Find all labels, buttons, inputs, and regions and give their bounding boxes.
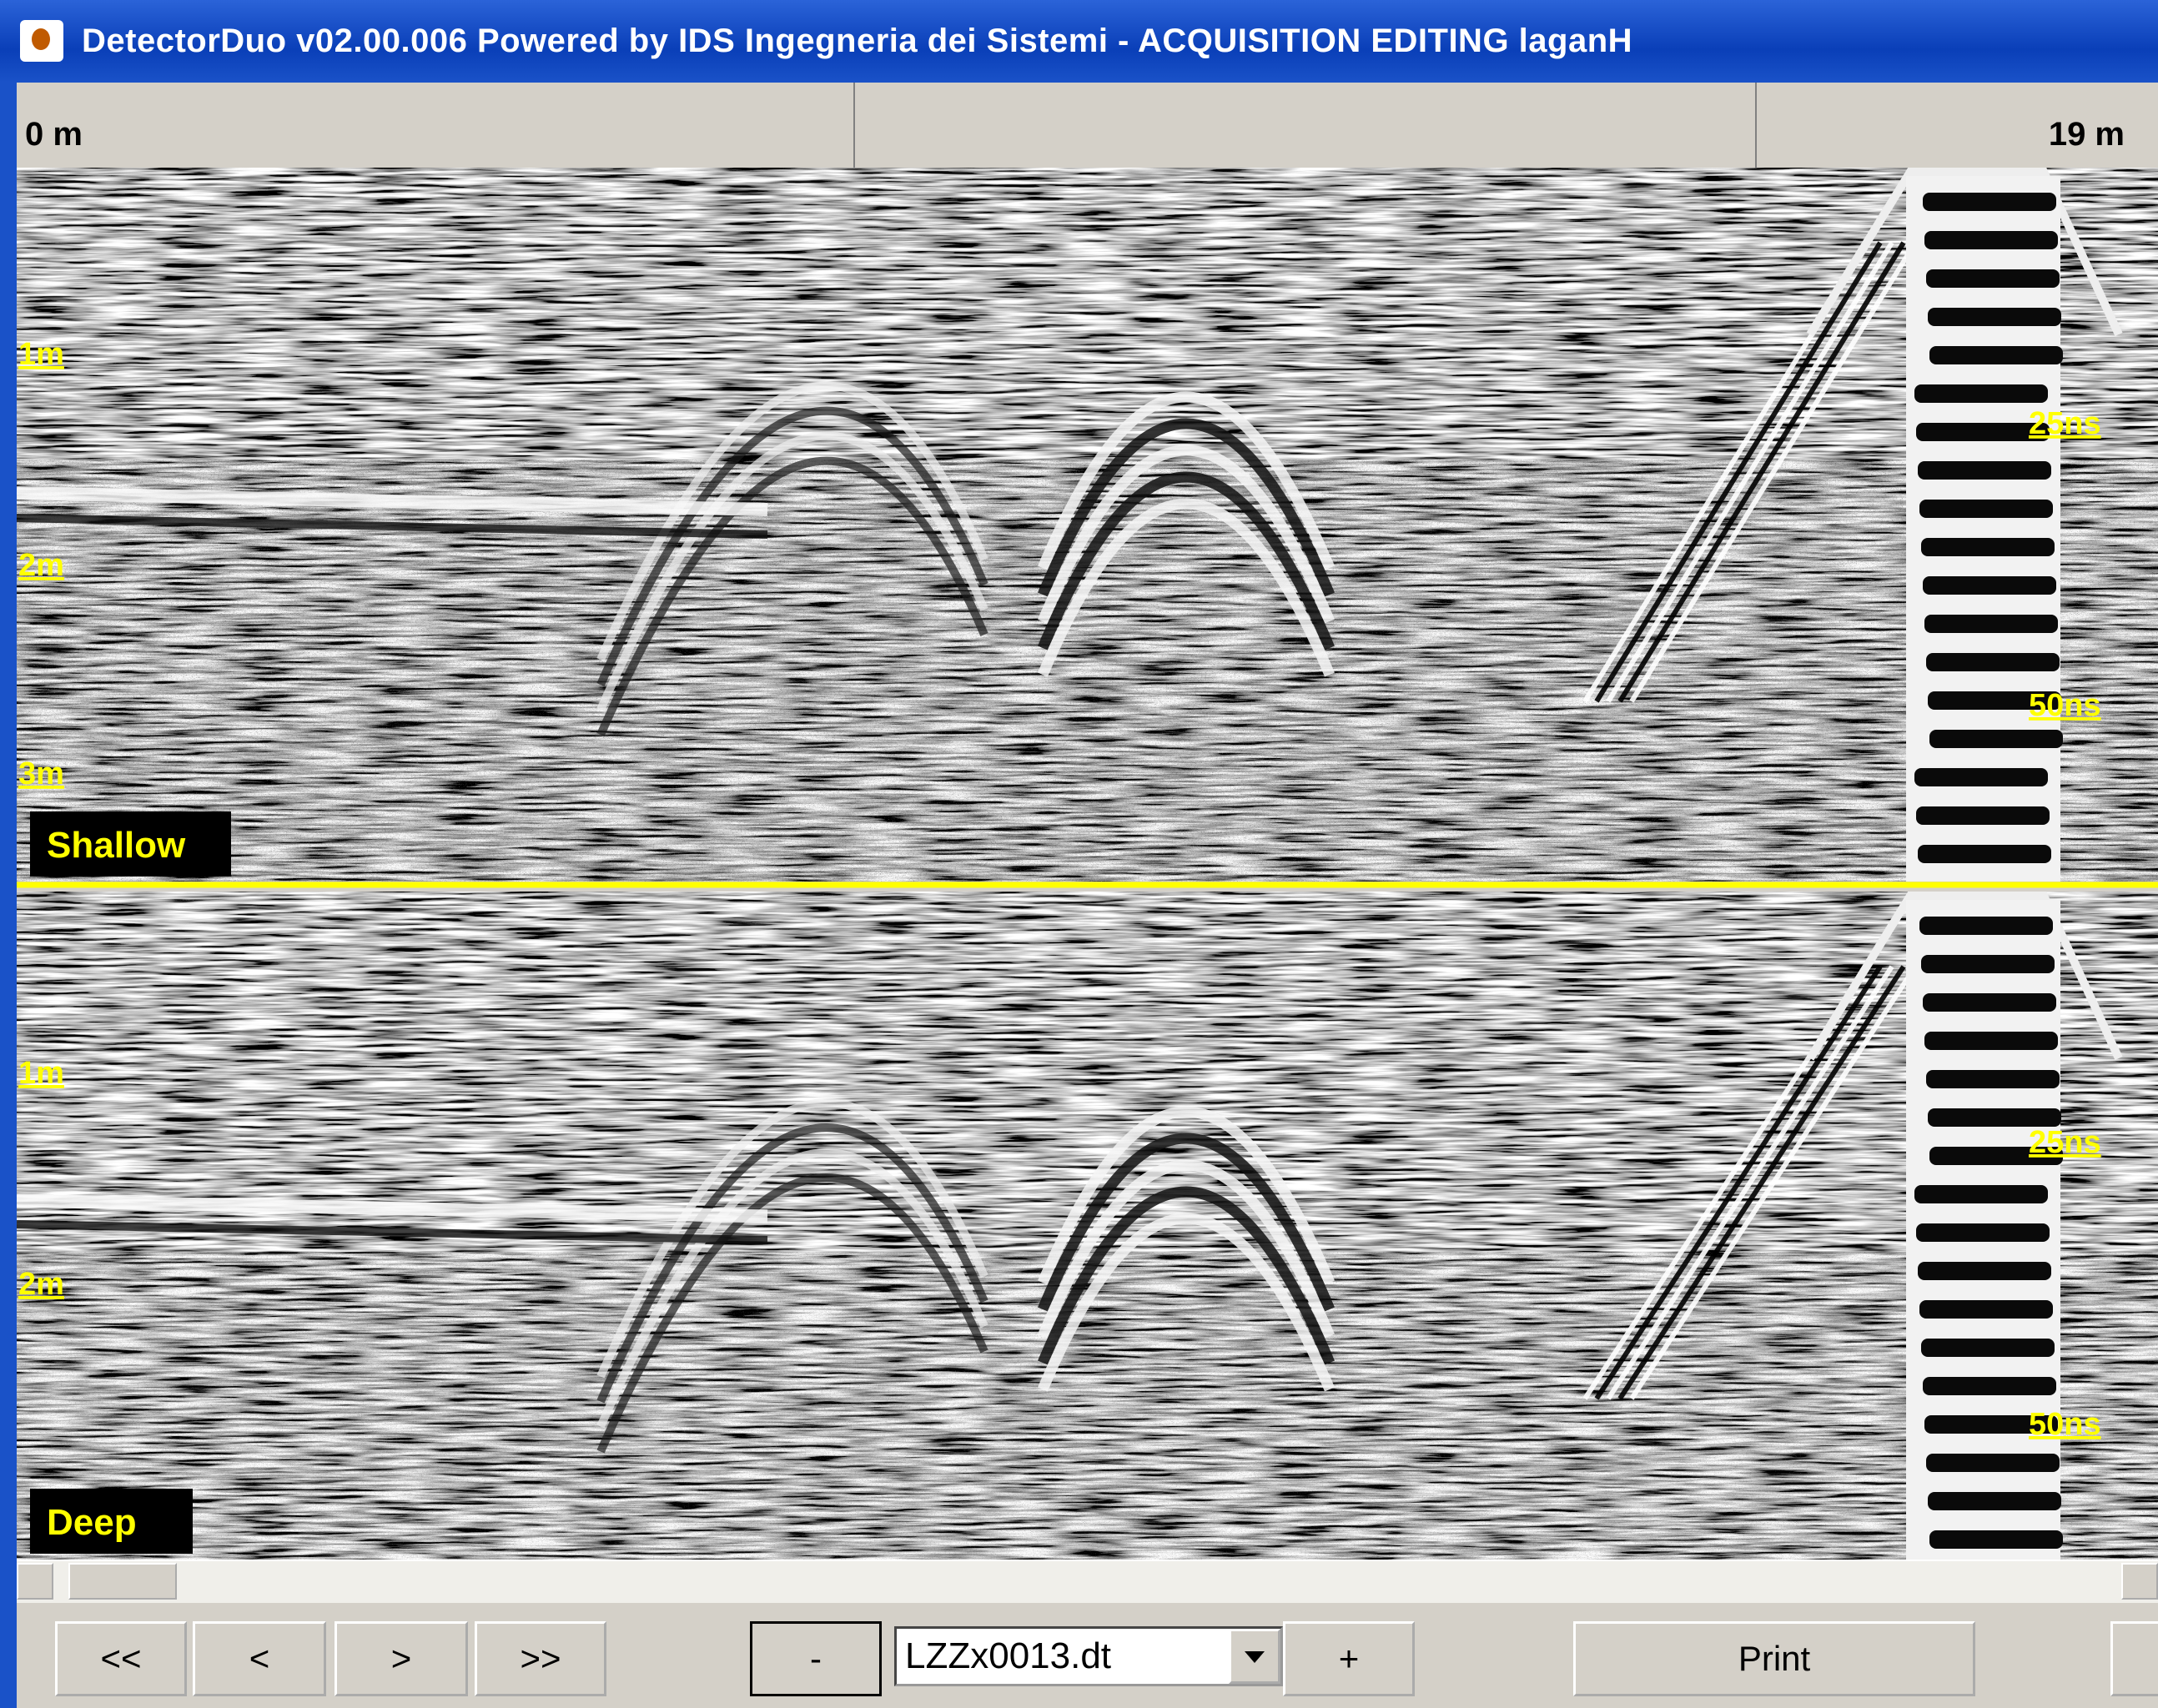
object-band [1918,461,2051,480]
object-band [1929,730,2063,748]
previous-button[interactable]: < [193,1621,326,1696]
ruler-divider [1755,83,1757,168]
object-band [1923,576,2056,595]
object-band [1926,269,2060,288]
object-band [1928,308,2061,326]
ruler-divider [853,83,855,168]
next-button[interactable]: > [335,1621,468,1696]
object-band [1919,500,2053,518]
object-band [1914,384,2048,403]
shallow-panel [17,168,2158,890]
extra-button[interactable] [2110,1621,2158,1696]
file-selector[interactable]: LZZx0013.dt [894,1626,1283,1686]
scroll-thumb[interactable] [68,1563,177,1600]
ruler-start: 0 m [25,116,83,153]
object-band [1923,1377,2056,1395]
object-band [1928,1492,2061,1510]
object-band [1924,231,2058,249]
object-band [1928,1108,2061,1127]
object-band [1921,1339,2055,1357]
title-bar: DetectorDuo v02.00.006 Powered by IDS In… [0,0,2158,83]
file-name: LZZx0013.dt [905,1635,1111,1676]
object-band [1924,615,2058,633]
time-label: 25ns [2029,1125,2101,1160]
depth-label: 2m [18,1267,64,1302]
scroll-left[interactable] [17,1563,53,1600]
toolbar: << < > >> - LZZx0013.dt + Print [17,1605,2158,1708]
object-band [1926,1454,2060,1472]
horizontal-scrollbar[interactable] [17,1560,2158,1603]
application-window: DetectorDuo v02.00.006 Powered by IDS In… [0,0,2158,1708]
object-band [1914,1185,2048,1203]
deep-panel [17,892,2158,1560]
radargram: 1m 2m 3m 25ns 50ns Shallow 1m 2m 25ns 50ns Deep [17,168,2158,1560]
object-band [1923,993,2056,1012]
object-band [1929,346,2063,364]
app-icon [20,20,63,62]
distance-ruler: 0 m 19 m [17,83,2158,170]
last-button[interactable]: >> [475,1621,606,1696]
depth-label: 1m [18,1056,64,1091]
object-band [1924,1032,2058,1050]
panel-tag: Deep [47,1502,137,1543]
object-band [1916,806,2050,825]
object-band [1926,1070,2060,1088]
zoom-out-button[interactable]: - [750,1621,882,1696]
time-label: 50ns [2029,1407,2101,1442]
object-band [1918,845,2051,863]
depth-label: 3m [18,756,64,791]
object-band [1916,1223,2050,1242]
depth-label: 2m [18,548,64,583]
object-band [1929,1530,2063,1549]
depth-label: 1m [18,337,64,372]
time-label: 50ns [2029,688,2101,723]
object-band [1923,193,2056,211]
panel-tag: Shallow [47,825,186,866]
object-band [1914,768,2048,786]
object-band [1921,538,2055,556]
object-band [1918,1262,2051,1280]
window-title: DetectorDuo v02.00.006 Powered by IDS In… [82,0,1632,83]
window-frame [0,83,17,1708]
time-label: 25ns [2029,406,2101,441]
object-band [1926,653,2060,671]
object-band [1919,917,2053,935]
object-band [1921,955,2055,973]
dropdown-arrow[interactable] [1229,1629,1280,1684]
zoom-in-button[interactable]: + [1283,1621,1415,1696]
ruler-end: 19 m [2049,116,2125,153]
first-button[interactable]: << [55,1621,187,1696]
object-band [1919,1300,2053,1319]
print-button[interactable]: Print [1573,1621,1975,1696]
scroll-right[interactable] [2121,1563,2158,1600]
